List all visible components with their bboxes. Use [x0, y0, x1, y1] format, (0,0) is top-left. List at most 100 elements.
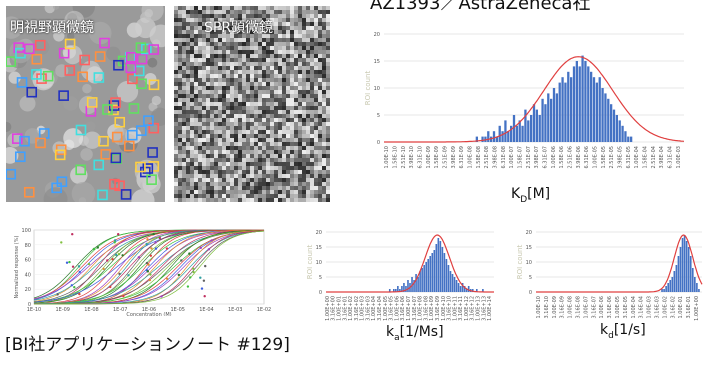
noise-pixel [290, 194, 294, 198]
noise-pixel [282, 26, 286, 30]
noise-pixel [238, 30, 242, 34]
data-point [207, 248, 211, 251]
histogram-bar [504, 120, 507, 142]
noise-pixel [238, 166, 242, 170]
noise-pixel [194, 18, 198, 22]
x-tick-label: 1E-04 [199, 307, 214, 313]
noise-pixel [246, 178, 250, 182]
noise-pixel [206, 90, 210, 94]
noise-pixel [254, 130, 258, 134]
noise-pixel [322, 86, 326, 90]
noise-pixel [254, 30, 258, 34]
noise-pixel [314, 106, 318, 110]
noise-pixel [222, 34, 226, 38]
histogram-bar [411, 277, 413, 292]
x-tick-label: 1.00E+14 [487, 296, 493, 321]
noise-pixel [218, 110, 222, 114]
noise-pixel [306, 22, 310, 26]
noise-pixel [206, 162, 210, 166]
noise-pixel [206, 118, 210, 122]
data-point [78, 270, 81, 274]
noise-pixel [234, 54, 238, 58]
noise-pixel [294, 10, 298, 14]
noise-pixel [198, 118, 202, 122]
x-tick-label: 1.00E-06 [599, 296, 605, 318]
noise-pixel [226, 18, 230, 22]
noise-pixel [226, 94, 230, 98]
noise-pixel [278, 186, 282, 190]
noise-pixel [294, 134, 298, 138]
noise-pixel [326, 142, 330, 146]
spr-label: SPR顕微鏡 [204, 20, 274, 36]
noise-pixel [214, 102, 218, 106]
noise-pixel [266, 122, 270, 126]
noise-pixel [314, 34, 318, 38]
data-point [113, 241, 116, 244]
roi-box [75, 124, 87, 136]
histogram-bar [561, 77, 564, 142]
noise-pixel [214, 114, 218, 118]
noise-pixel [318, 62, 322, 66]
noise-pixel [226, 22, 230, 26]
noise-pixel [254, 114, 258, 118]
noise-pixel [194, 154, 198, 158]
noise-pixel [210, 158, 214, 162]
noise-pixel [318, 106, 322, 110]
noise-pixel [318, 58, 322, 62]
noise-pixel [250, 174, 254, 178]
x-tick-label: 1.00E+09 [429, 296, 435, 321]
noise-pixel [302, 66, 306, 70]
noise-pixel [294, 174, 298, 178]
y-tick-label: 20 [374, 32, 380, 38]
noise-pixel [182, 170, 186, 174]
noise-pixel [262, 22, 266, 26]
noise-pixel [270, 18, 274, 22]
noise-pixel [222, 146, 226, 150]
histogram-bar [592, 77, 596, 142]
noise-pixel [294, 154, 298, 158]
noise-pixel [242, 38, 246, 42]
histogram-bar [621, 125, 624, 142]
noise-pixel [302, 122, 306, 126]
noise-pixel [306, 110, 310, 114]
histogram-bar [401, 286, 403, 292]
noise-pixel [206, 6, 210, 10]
noise-pixel [318, 74, 322, 78]
noise-pixel [214, 154, 218, 158]
noise-pixel [210, 134, 214, 138]
noise-pixel [310, 110, 314, 114]
noise-pixel [214, 70, 218, 74]
noise-pixel [218, 114, 222, 118]
noise-pixel [258, 70, 262, 74]
noise-pixel [206, 10, 210, 14]
noise-pixel [314, 14, 318, 18]
noise-pixel [254, 134, 258, 138]
noise-pixel [274, 6, 278, 10]
noise-pixel [326, 90, 330, 94]
noise-pixel [278, 6, 282, 10]
histogram-bar [694, 277, 696, 292]
noise-pixel [326, 182, 330, 186]
noise-pixel [190, 22, 194, 26]
y-tick-label: 10 [316, 260, 322, 266]
noise-pixel [254, 94, 258, 98]
noise-pixel [274, 38, 278, 42]
noise-pixel [202, 18, 206, 22]
noise-pixel [318, 130, 322, 134]
noise-pixel [314, 166, 318, 170]
histogram-bar [441, 247, 444, 292]
noise-pixel [322, 134, 326, 138]
cell-blob [6, 16, 23, 39]
histogram-bar [544, 104, 547, 142]
noise-pixel [318, 134, 322, 138]
noise-pixel [230, 150, 234, 154]
noise-pixel [258, 90, 262, 94]
noise-pixel [254, 166, 258, 170]
histogram-bar [547, 93, 550, 142]
noise-pixel [258, 150, 262, 154]
noise-pixel [242, 62, 246, 66]
noise-pixel [266, 118, 270, 122]
histogram-bar [435, 244, 438, 292]
x-tick-label: 6.31E-10 [418, 146, 424, 168]
noise-pixel [190, 174, 194, 178]
